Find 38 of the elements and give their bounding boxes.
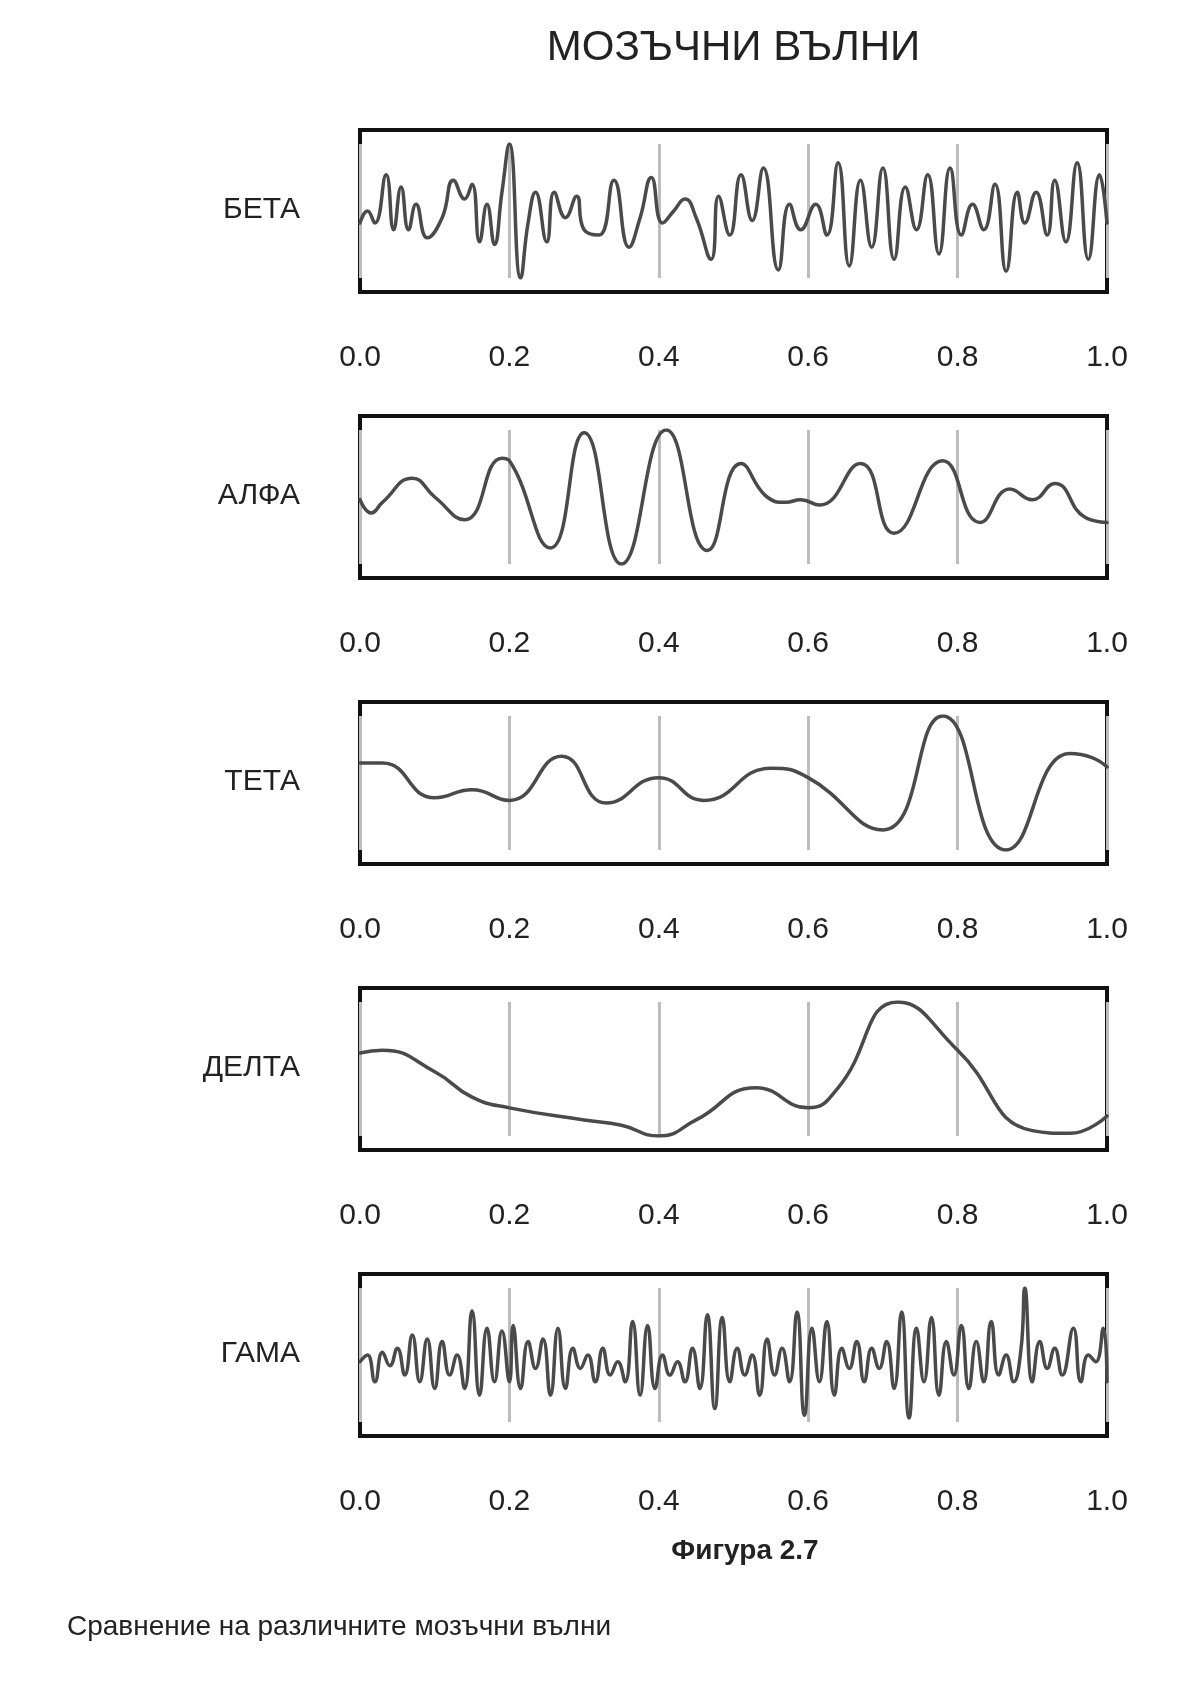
x-tick-label: 1.0 <box>1086 624 1128 658</box>
x-tick-label: 0.8 <box>936 624 979 658</box>
x-tick-label: 0.6 <box>787 1196 830 1230</box>
x-tick-label: 0.2 <box>488 624 531 658</box>
y-axis-title: ТЕТА <box>224 762 300 796</box>
x-tick-label: 0.4 <box>637 624 680 658</box>
x-tick-label: 0.6 <box>787 624 830 658</box>
x-tick-label: 0.8 <box>936 910 979 944</box>
x-tick-label: 0.2 <box>488 910 531 944</box>
x-tick-label: 0.0 <box>339 1482 381 1516</box>
x-tick-label: 0.2 <box>488 1196 531 1230</box>
x-tick-label: 0.8 <box>936 1482 979 1516</box>
x-tick-label: 0.4 <box>637 910 680 944</box>
chart-title: МОЗЪЧНИ ВЪЛНИ <box>545 22 922 70</box>
x-tick-label: 0.4 <box>637 1196 680 1230</box>
y-axis-title: АЛФА <box>217 476 300 510</box>
text: Фигура 2.7 <box>670 1534 820 1566</box>
x-tick-label: 0.0 <box>339 624 381 658</box>
x-tick-label: 0.0 <box>339 910 381 944</box>
x-tick-label: 0.6 <box>787 1482 830 1516</box>
x-tick-label: 0.8 <box>936 1196 979 1230</box>
y-axis-title: ДЕЛТА <box>202 1048 300 1082</box>
x-tick-label: 1.0 <box>1086 910 1128 944</box>
text: Сравнение на различните мозъчни вълни <box>66 1610 613 1642</box>
x-tick-label: 0.8 <box>936 338 979 372</box>
y-axis-title: ГАМА <box>220 1334 300 1368</box>
x-tick-label: 1.0 <box>1086 338 1128 372</box>
x-tick-label: 1.0 <box>1086 1196 1128 1230</box>
x-tick-label: 0.4 <box>637 1482 680 1516</box>
x-tick-label: 0.6 <box>787 338 830 372</box>
x-tick-label: 0.6 <box>787 910 830 944</box>
x-tick-label: 0.2 <box>488 338 531 372</box>
y-axis-title: БЕТА <box>222 190 300 224</box>
x-tick-label: 0.0 <box>339 338 381 372</box>
x-tick-label: 0.4 <box>637 338 680 372</box>
x-tick-label: 0.0 <box>339 1196 381 1230</box>
x-tick-label: 1.0 <box>1086 1482 1128 1516</box>
x-tick-label: 0.2 <box>488 1482 531 1516</box>
